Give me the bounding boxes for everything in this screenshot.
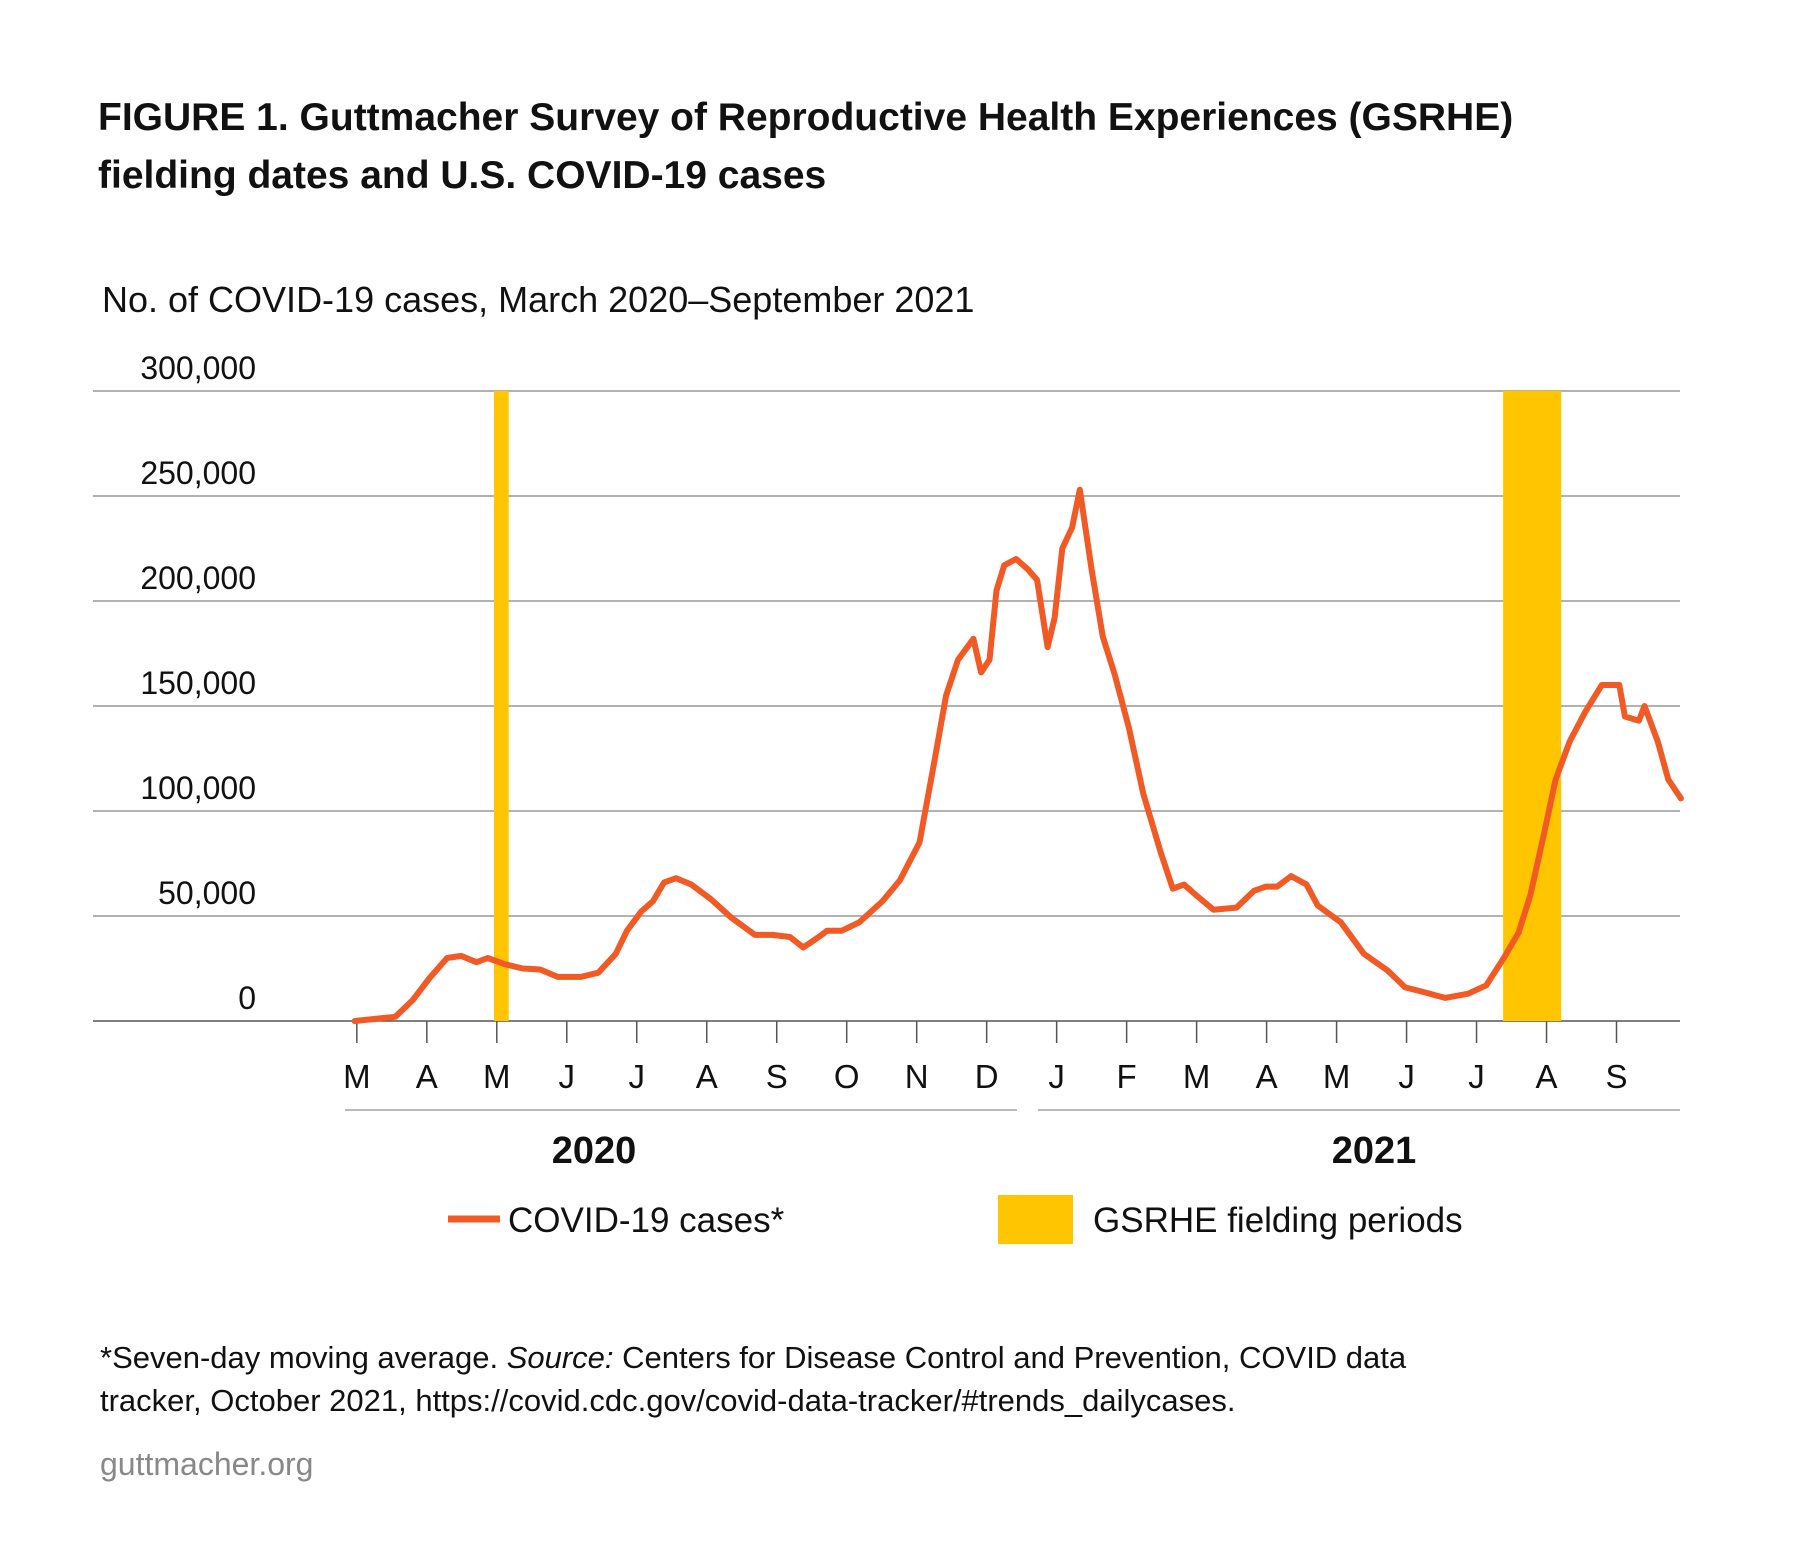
legend-label: COVID-19 cases*: [508, 1201, 785, 1240]
y-tick-label: 0: [238, 980, 256, 1016]
series-line: [351, 486, 1684, 1024]
x-tick-label: M: [483, 1058, 511, 1095]
footnote: *Seven-day moving average. Source: Cente…: [100, 1340, 1407, 1375]
x-tick-label: A: [696, 1058, 718, 1095]
y-tick-label: 200,000: [140, 560, 256, 596]
footnote-part: Source:: [507, 1340, 614, 1375]
x-tick-label: F: [1117, 1058, 1137, 1095]
x-tick-label: M: [1183, 1058, 1211, 1095]
x-tick-label: A: [1536, 1058, 1558, 1095]
x-tick-label: D: [975, 1058, 999, 1095]
site: guttmacher.org: [100, 1446, 313, 1482]
x-tick-label: J: [1398, 1058, 1415, 1095]
subtitle: No. of COVID-19 cases, March 2020–Septem…: [102, 279, 974, 320]
x-tick-label: J: [1468, 1058, 1485, 1095]
x-tick-label: J: [1048, 1058, 1065, 1095]
x-tick-label: O: [834, 1058, 860, 1095]
footnote-part: *Seven-day moving average.: [100, 1340, 507, 1375]
footnote: tracker, October 2021, https://covid.cdc…: [100, 1383, 1236, 1418]
legend-swatch: [998, 1195, 1073, 1244]
year-label: 2020: [552, 1130, 637, 1172]
fielding-band: [493, 391, 509, 1021]
legend-label: GSRHE fielding periods: [1093, 1201, 1463, 1240]
chart-title: FIGURE 1. Guttmacher Survey of Reproduct…: [98, 96, 1513, 139]
x-tick-label: A: [416, 1058, 438, 1095]
y-tick-label: 250,000: [140, 455, 256, 491]
chart-title: fielding dates and U.S. COVID-19 cases: [98, 154, 826, 197]
x-tick-label: S: [1606, 1058, 1628, 1095]
x-tick-label: M: [1323, 1058, 1351, 1095]
x-tick-label: M: [343, 1058, 371, 1095]
x-tick-label: N: [905, 1058, 929, 1095]
fielding-band: [1503, 391, 1562, 1021]
x-tick-label: J: [559, 1058, 576, 1095]
y-tick-label: 100,000: [140, 770, 256, 806]
y-tick-label: 50,000: [158, 875, 256, 911]
year-label: 2021: [1332, 1130, 1417, 1172]
x-tick-label: J: [629, 1058, 646, 1095]
footnote-part: Centers for Disease Control and Preventi…: [614, 1340, 1407, 1375]
y-tick-label: 150,000: [140, 665, 256, 701]
x-tick-label: S: [766, 1058, 788, 1095]
x-tick-label: A: [1256, 1058, 1278, 1095]
y-tick-label: 300,000: [140, 350, 256, 386]
